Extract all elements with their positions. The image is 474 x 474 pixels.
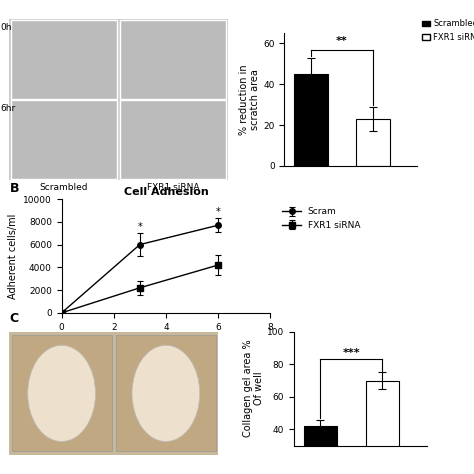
Title: Cell Adhesion: Cell Adhesion (124, 187, 208, 197)
Text: **: ** (336, 36, 348, 46)
Ellipse shape (132, 346, 200, 441)
Legend: Scram, FXR1 siRNA: Scram, FXR1 siRNA (279, 204, 364, 233)
Y-axis label: Adherent cells/ml: Adherent cells/ml (8, 213, 18, 299)
FancyBboxPatch shape (11, 336, 112, 451)
FancyBboxPatch shape (10, 20, 118, 99)
Ellipse shape (27, 346, 96, 441)
Text: ***: *** (343, 348, 360, 358)
X-axis label: Hours: Hours (152, 337, 180, 347)
Text: Scrambled: Scrambled (40, 183, 88, 192)
FancyBboxPatch shape (116, 336, 216, 451)
Bar (356, 119, 390, 166)
Text: *: * (137, 222, 142, 232)
Bar (365, 381, 399, 474)
Y-axis label: Collagen gel area %
Of well: Collagen gel area % Of well (243, 340, 264, 438)
FancyBboxPatch shape (119, 100, 227, 179)
Text: C: C (9, 312, 18, 325)
Bar (294, 74, 328, 166)
Text: FXR1 siRNA: FXR1 siRNA (147, 183, 199, 192)
Text: 6hr: 6hr (1, 104, 16, 112)
Text: B: B (9, 182, 19, 195)
Text: 0h: 0h (1, 23, 12, 32)
Legend: Scrambled, FXR1 siRNA: Scrambled, FXR1 siRNA (419, 16, 474, 45)
FancyBboxPatch shape (10, 100, 118, 179)
Y-axis label: % reduction in
scratch area: % reduction in scratch area (239, 64, 260, 135)
FancyBboxPatch shape (119, 20, 227, 99)
Text: *: * (216, 207, 220, 217)
Bar (304, 426, 337, 474)
